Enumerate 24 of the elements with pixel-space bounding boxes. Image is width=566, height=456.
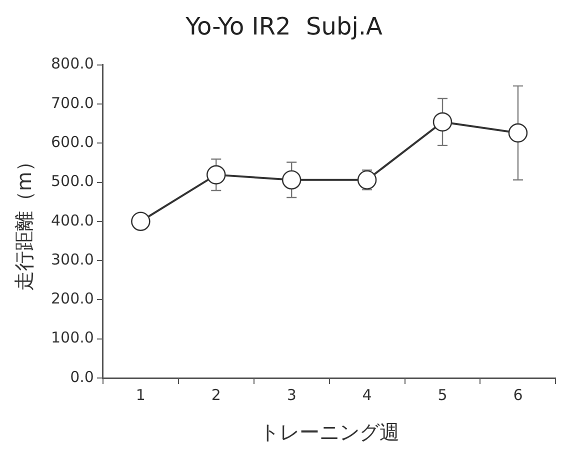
y-tick-label: 0.0 <box>70 368 94 386</box>
point <box>131 212 150 232</box>
x-tick-label: 4 <box>362 386 372 404</box>
chart-title: Yo-Yo IR2 Subj.A <box>184 12 384 41</box>
y-axis-title: 走行距離（m） <box>12 152 36 292</box>
point <box>206 165 226 184</box>
y-tick-label: 300.0 <box>50 250 94 268</box>
x-tick-label: 5 <box>438 386 448 404</box>
y-tick-label: 400.0 <box>50 211 94 230</box>
y-tick-label: 800.0 <box>50 54 94 73</box>
point <box>357 170 377 190</box>
y-tick-label: 500.0 <box>50 172 94 190</box>
x-tick-label: 3 <box>286 386 296 404</box>
x-tick-label: 1 <box>136 386 146 404</box>
y-tick-label: 100.0 <box>50 328 94 347</box>
point <box>282 170 302 190</box>
x-tick-label: 2 <box>211 386 221 404</box>
point <box>508 123 528 143</box>
x-tick-label: 6 <box>513 386 523 404</box>
y-tick-label: 700.0 <box>50 94 94 112</box>
point <box>432 112 452 132</box>
y-tick-label: 200.0 <box>50 290 94 308</box>
y-tick-label: 600.0 <box>50 132 94 151</box>
x-axis-title: トレーニング週 <box>259 420 400 444</box>
